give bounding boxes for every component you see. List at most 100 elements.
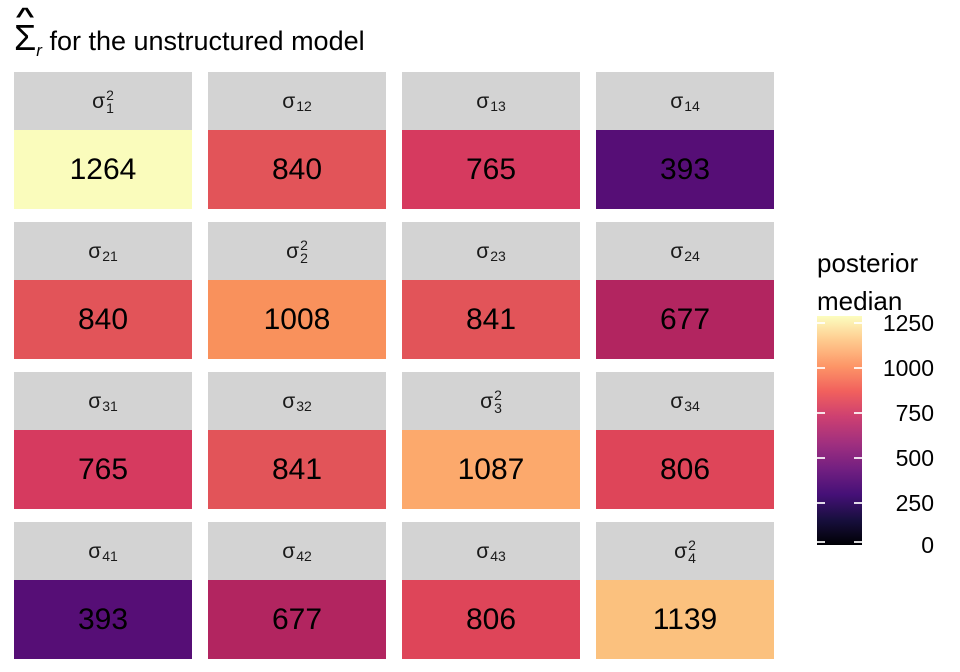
strip-label: σ 34 [670, 389, 700, 414]
facet-cov21: σ 21 840 [14, 222, 192, 359]
tile-value: 841 [271, 452, 323, 486]
tile-value: 841 [465, 302, 517, 336]
tile-value: 806 [659, 452, 711, 486]
tile-value: 1087 [457, 452, 525, 486]
heatmap-tile: 677 [208, 580, 386, 659]
colorbar-tick [817, 367, 862, 369]
strip-label: σ 12 [282, 89, 312, 114]
legend: posterior median 1250 1000 750 500 250 0 [817, 244, 947, 558]
facet-cov32: σ 32 841 [208, 372, 386, 509]
facet-strip: σ 32 [208, 372, 386, 430]
sigma-glyph: Σ [14, 17, 37, 58]
legend-tick-label: 750 [895, 400, 934, 426]
tile-value: 1139 [652, 602, 718, 636]
heatmap-tile: 806 [402, 580, 580, 659]
strip-label: σ 41 [88, 539, 118, 564]
facet-strip: σ 14 [596, 72, 774, 130]
tile-value: 393 [659, 152, 711, 186]
heatmap-tile: 765 [14, 430, 192, 509]
facet-cov24: σ 24 677 [596, 222, 774, 359]
sigma-hat-symbol: ^ Σ [14, 5, 37, 58]
legend-tick-label: 1000 [882, 355, 934, 381]
strip-label: σ 13 [476, 89, 506, 114]
heatmap-tile: 1264 [14, 130, 192, 209]
heatmap-tile: 840 [14, 280, 192, 359]
tile-value: 677 [659, 302, 711, 336]
tile-value: 765 [465, 152, 517, 186]
colorbar-tick [817, 457, 862, 459]
heatmap-tile: 1087 [402, 430, 580, 509]
chart-title: ^ Σr for the unstructured model [14, 5, 365, 71]
tile-value: 806 [465, 602, 517, 636]
title-subscript: r [36, 41, 42, 60]
facet-cov12: σ 12 840 [208, 72, 386, 209]
tile-value: 677 [271, 602, 323, 636]
facet-cov42: σ 42 677 [208, 522, 386, 659]
colorbar-tick [817, 502, 862, 504]
colorbar-tick [817, 412, 862, 414]
facet-strip: σ 13 [402, 72, 580, 130]
legend-tick-label: 0 [921, 532, 934, 558]
strip-label: σ 14 [670, 89, 700, 114]
facet-strip: σ 34 [596, 372, 774, 430]
heatmap-tile: 1139 [596, 580, 774, 659]
heatmap-tile: 765 [402, 130, 580, 209]
title-text: for the unstructured model [41, 26, 365, 56]
facet-cov14: σ 14 393 [596, 72, 774, 209]
heatmap-tile: 840 [208, 130, 386, 209]
heatmap-tile: 806 [596, 430, 774, 509]
facet-cov23: σ 23 841 [402, 222, 580, 359]
facet-cov13: σ 13 765 [402, 72, 580, 209]
tile-value: 840 [77, 302, 129, 336]
tile-value: 1264 [69, 152, 137, 186]
tile-value: 1008 [263, 302, 331, 336]
colorbar-tick [817, 541, 862, 543]
tile-value: 393 [77, 602, 129, 636]
legend-colorbar [817, 316, 862, 545]
heatmap-tile: 677 [596, 280, 774, 359]
facet-strip: σ 43 [402, 522, 580, 580]
facet-cov41: σ 41 393 [14, 522, 192, 659]
hat-accent: ^ [15, 3, 35, 28]
heatmap-tile: 841 [208, 430, 386, 509]
facet-cov34: σ 34 806 [596, 372, 774, 509]
heatmap-tile: 393 [14, 580, 192, 659]
heatmap-tile: 841 [402, 280, 580, 359]
facet-strip: σ 31 [14, 372, 192, 430]
facet-strip: σ 12 [208, 72, 386, 130]
strip-label: σ 32 [282, 389, 312, 414]
facet-cov43: σ 43 806 [402, 522, 580, 659]
tile-value: 840 [271, 152, 323, 186]
facet-strip: σ 42 [208, 522, 386, 580]
legend-tick-label: 500 [895, 445, 934, 471]
strip-label: σ 42 [282, 539, 312, 564]
legend-tick-label: 1250 [882, 310, 934, 336]
strip-label: σ 43 [476, 539, 506, 564]
facet-cov31: σ 31 765 [14, 372, 192, 509]
legend-title: posterior median [817, 248, 919, 316]
strip-label: σ 31 [88, 389, 118, 414]
legend-tick-labels: 1250 1000 750 500 250 0 [870, 310, 934, 558]
heatmap-tile: 393 [596, 130, 774, 209]
tile-value: 765 [77, 452, 129, 486]
legend-tick-label: 250 [895, 490, 934, 516]
colorbar-tick [817, 322, 862, 324]
heatmap-tile: 1008 [208, 280, 386, 359]
facet-strip: σ 41 [14, 522, 192, 580]
